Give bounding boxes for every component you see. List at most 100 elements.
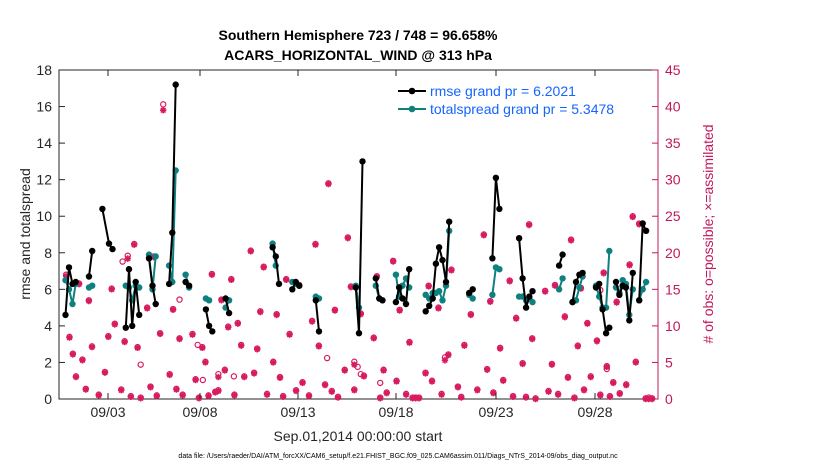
obs-assimilated-marker (467, 311, 475, 319)
rmse-point (522, 304, 530, 311)
obs-assimilated-marker (616, 390, 623, 398)
obs-assimilated-marker (606, 393, 614, 401)
rmse-point (202, 306, 210, 313)
obs-assimilated-marker (564, 374, 572, 381)
rmse-point (129, 322, 136, 330)
y-tick-label-left: 6 (44, 281, 52, 297)
rmse-point (109, 245, 116, 253)
rmse-point (622, 284, 630, 291)
legend-spread-label: totalspread grand pr = 5.3478 (430, 101, 614, 117)
totalspread-point (205, 297, 213, 304)
legend: rmse grand pr = 6.2021 totalspread grand… (398, 83, 614, 117)
x-tick-label: 09/28 (577, 404, 612, 420)
rmse-point (225, 309, 233, 317)
obs-assimilated-marker (584, 320, 591, 327)
obs-assimilated-marker (308, 318, 316, 325)
y-tick-label-right: 20 (665, 245, 681, 261)
obs-assimilated-marker (179, 392, 186, 399)
totalspread-point (555, 286, 563, 293)
rmse-point (515, 235, 523, 242)
rmse-point (185, 282, 193, 289)
obs-assimilated-marker (173, 386, 180, 393)
obs-assimilated-marker (509, 393, 517, 401)
obs-assimilated-marker (250, 370, 258, 377)
obs-assimilated-marker (415, 395, 423, 402)
obs-assimilated-marker (389, 258, 397, 265)
obs-assimilated-marker (525, 221, 533, 229)
rmse-point (406, 266, 413, 273)
obs-assimilated-marker (315, 343, 323, 350)
rmse-point (489, 255, 496, 262)
obs-assimilated-marker (137, 395, 144, 402)
obs-assimilated-marker (483, 366, 491, 373)
rmse-point (62, 311, 69, 319)
obs-assimilated-marker (529, 335, 536, 343)
obs-assimilated-marker (270, 359, 277, 366)
rmse-point (616, 291, 623, 298)
rmse-point (359, 158, 366, 165)
rmse-point (636, 297, 643, 304)
obs-assimilated-marker (412, 395, 419, 402)
totalspread-point (392, 271, 400, 278)
rmse-point (352, 284, 359, 291)
obs-assimilated-marker (425, 283, 432, 290)
obs-assimilated-marker (75, 281, 83, 288)
obs-assimilated-marker (396, 307, 403, 314)
obs-assimilated-marker (512, 315, 520, 322)
rmse-point (599, 306, 606, 313)
obs-possible-marker (377, 379, 384, 387)
totalspread-point (435, 288, 443, 295)
obs-assimilated-marker (357, 310, 364, 318)
obs-assimilated-marker (234, 320, 241, 327)
obs-assimilated-marker (260, 264, 267, 271)
rmse-point (125, 266, 133, 273)
obs-assimilated-marker (571, 395, 578, 402)
rmse-point (399, 295, 406, 302)
obs-assimilated-marker (292, 387, 300, 395)
x-axis-label: Sep.01,2014 00:00:00 start (274, 428, 443, 444)
obs-assimilated-marker (474, 387, 481, 394)
y-tick-label-left: 16 (36, 99, 52, 115)
obs-assimilated-marker (351, 387, 358, 394)
obs-assimilated-marker (393, 378, 400, 385)
obs-assimilated-marker (192, 376, 199, 384)
y-tick-label-right: 40 (665, 99, 681, 115)
obs-assimilated-marker (567, 237, 575, 244)
obs-possible-marker (160, 101, 167, 108)
rmse-point (152, 300, 159, 308)
obs-assimilated-marker (600, 270, 607, 277)
data-file-footnote: data file: /Users/raeder/DAI/ATM_forcXX/… (178, 453, 618, 460)
obs-assimilated-marker (82, 386, 89, 393)
totalspread-point (559, 275, 566, 282)
rmse-point (432, 260, 440, 267)
obs-assimilated-marker (541, 288, 549, 295)
rmse-point (426, 302, 433, 309)
x-tick-label: 09/03 (90, 404, 125, 420)
rmse-point (355, 330, 363, 337)
obs-assimilated-marker (428, 378, 436, 385)
legend-rmse-label: rmse grand pr = 6.2021 (430, 83, 576, 99)
y-tick-label-left: 10 (36, 208, 52, 224)
rmse-point (165, 280, 173, 288)
obs-assimilated-marker (496, 345, 504, 352)
rmse-point (529, 288, 536, 295)
obs-assimilated-marker (312, 241, 319, 248)
rmse-point (222, 295, 229, 302)
obs-assimilated-marker (153, 392, 160, 400)
obs-assimilated-marker (593, 338, 601, 345)
obs-assimilated-marker (603, 363, 610, 371)
totalspread-point (576, 284, 583, 291)
rmse-point (395, 284, 403, 291)
rmse-point (132, 278, 139, 286)
obs-assimilated-marker (286, 331, 293, 338)
obs-assimilated-marker (105, 333, 112, 341)
obs-possible-marker (230, 373, 238, 380)
obs-assimilated-marker (199, 344, 206, 352)
totalspread-point (69, 300, 76, 308)
obs-assimilated-marker (422, 370, 429, 377)
rmse-point (442, 278, 450, 286)
y-tick-label-right: 35 (665, 135, 681, 151)
obs-assimilated-marker (205, 392, 212, 400)
legend-spread-marker (408, 105, 416, 113)
